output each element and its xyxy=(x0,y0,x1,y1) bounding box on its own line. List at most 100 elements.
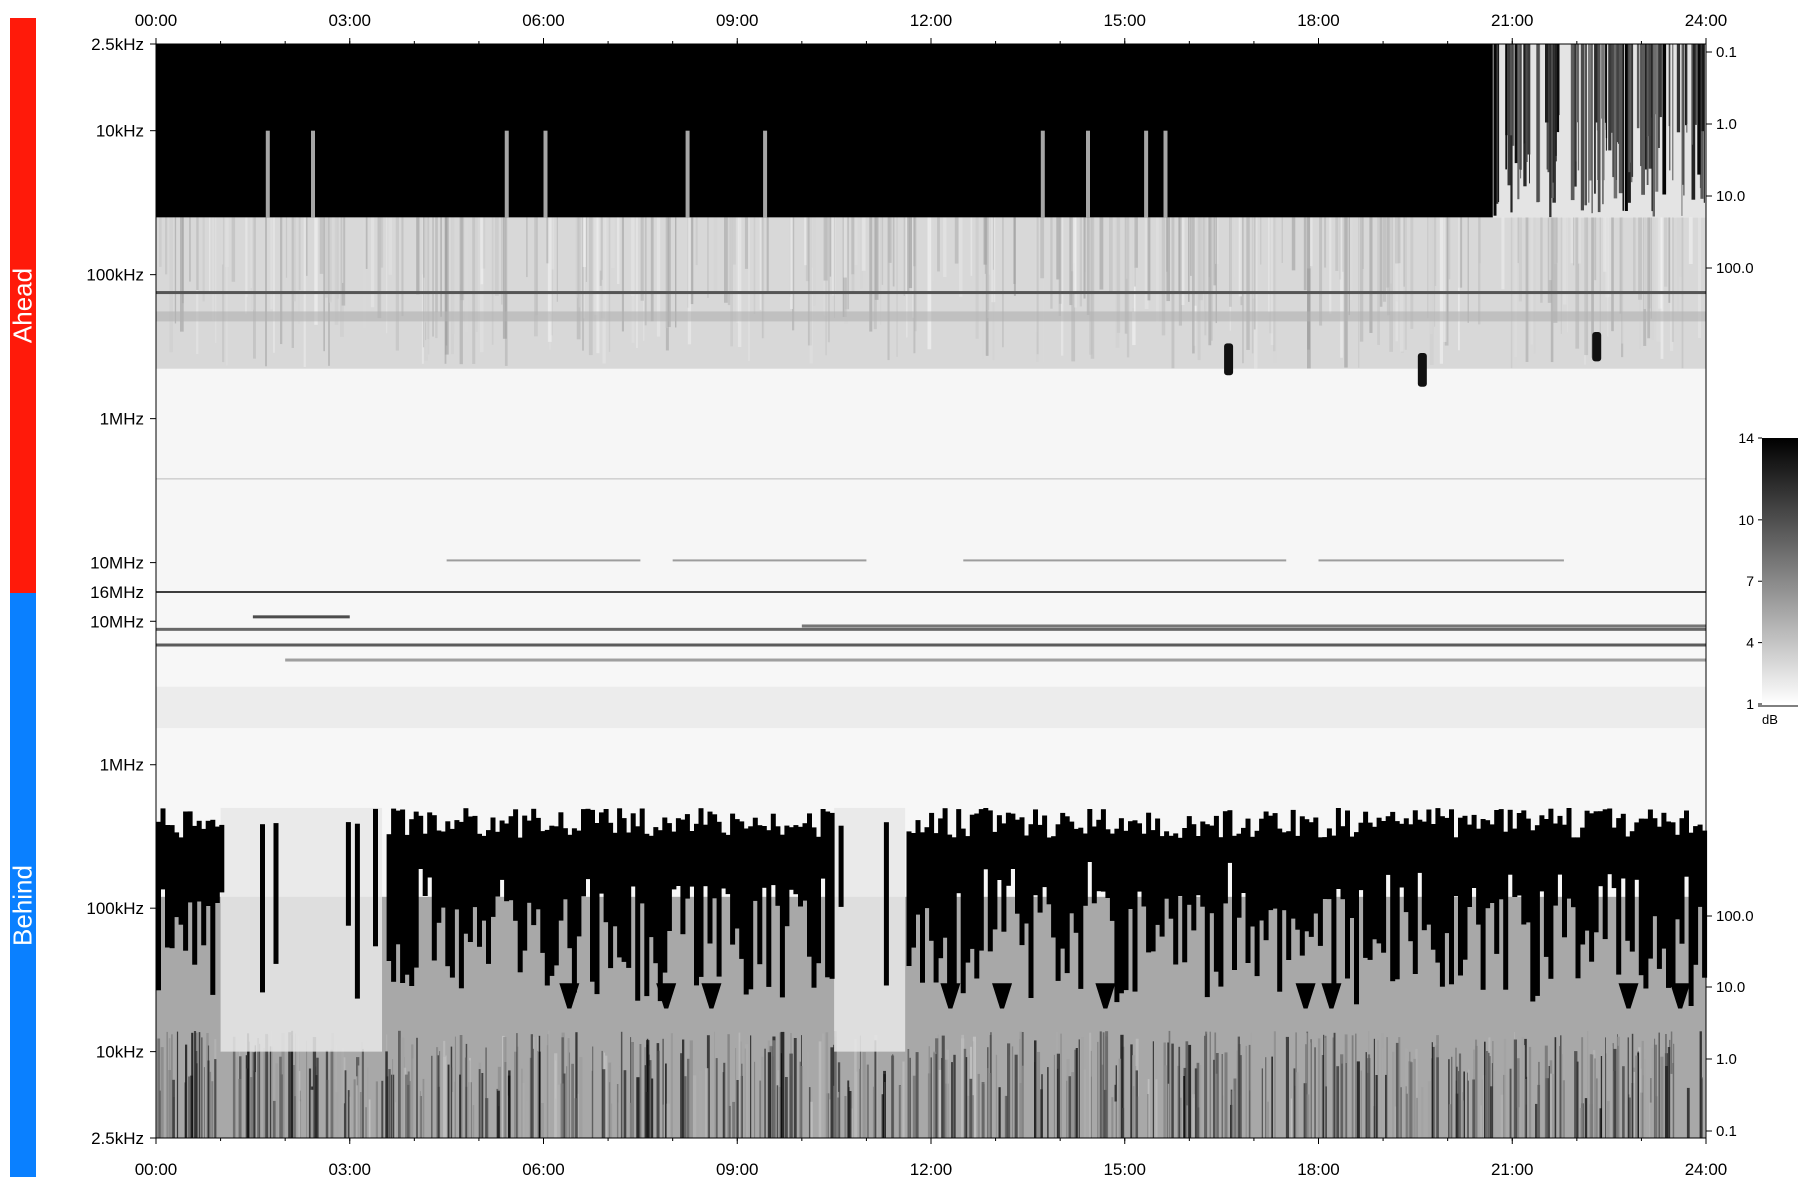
ahead-noise-streak xyxy=(1400,217,1404,352)
ahead-noise-streak xyxy=(432,217,434,337)
behind-lowfreq-streak xyxy=(744,1048,746,1138)
behind-lowfreq-streak xyxy=(411,1044,414,1138)
behind-lowfreq-streak xyxy=(850,1108,853,1138)
behind-activity-column xyxy=(1146,812,1152,953)
ahead-noise-streak xyxy=(1369,217,1373,333)
behind-activity-column xyxy=(400,809,406,983)
ahead-noise-streak xyxy=(874,217,879,300)
behind-lowfreq-streak xyxy=(738,1032,741,1138)
behind-activity-column xyxy=(1679,818,1685,944)
behind-lowfreq-streak xyxy=(1066,1059,1070,1138)
colorbar-unit-label: dB xyxy=(1762,712,1778,727)
behind-activity-column xyxy=(458,821,464,989)
ahead-noise-streak xyxy=(1310,217,1313,267)
ahead-noise-streak xyxy=(1577,217,1581,264)
ahead-striation xyxy=(1597,44,1601,213)
behind-lowfreq-streak xyxy=(1644,1058,1646,1138)
behind-lowfreq-streak xyxy=(1576,1061,1579,1138)
behind-activity-column xyxy=(630,813,636,887)
ahead-noise-streak xyxy=(1215,217,1217,324)
behind-lowfreq-streak xyxy=(571,1063,574,1138)
behind-lowfreq-streak xyxy=(1416,1097,1418,1138)
ahead-burst-0 xyxy=(1224,343,1234,376)
behind-lowfreq-streak xyxy=(1581,1037,1584,1138)
behind-activity-column xyxy=(1272,813,1278,909)
behind-activity-column xyxy=(1232,835,1237,970)
behind-lowfreq-streak xyxy=(623,1070,627,1138)
ahead-noise-streak xyxy=(451,217,455,335)
behind-lowfreq-streak xyxy=(772,1040,776,1138)
behind-activity-column xyxy=(1313,817,1319,914)
behind-lowfreq-streak xyxy=(677,1084,680,1138)
ahead-noise-streak xyxy=(724,217,728,303)
ahead-striation xyxy=(1507,44,1511,186)
behind-activity-column xyxy=(219,824,225,893)
ahead-noise-streak xyxy=(1134,217,1138,268)
behind-freq-tick-label: 10MHz xyxy=(90,612,144,631)
behind-lowfreq-streak xyxy=(1114,1101,1117,1138)
behind-lowfreq-streak xyxy=(1513,1039,1517,1138)
behind-activity-column xyxy=(1182,828,1188,963)
ahead-striation xyxy=(1505,44,1507,170)
ahead-noise-streak xyxy=(588,217,593,356)
behind-activity-column xyxy=(1494,810,1500,954)
behind-activity-column xyxy=(454,820,460,910)
behind-lowfreq-streak xyxy=(689,1040,693,1138)
behind-lowfreq-streak xyxy=(207,1045,210,1138)
behind-lowfreq-streak xyxy=(1083,1069,1086,1138)
behind-lowfreq-streak xyxy=(616,1084,619,1138)
ahead-noise-streak xyxy=(1518,217,1522,302)
behind-activity-column xyxy=(477,833,482,947)
behind-lowfreq-streak xyxy=(1136,1096,1139,1138)
behind-activity-column xyxy=(585,808,591,880)
ahead-noise-streak xyxy=(1563,217,1567,305)
behind-lowfreq-streak xyxy=(1552,1073,1555,1138)
behind-lowfreq-streak xyxy=(1323,1034,1325,1138)
behind-lowfreq-streak xyxy=(485,1047,487,1138)
behind-lowfreq-streak xyxy=(1180,1097,1182,1138)
behind-lowfreq-streak xyxy=(902,1061,905,1138)
ahead-noise-streak xyxy=(273,217,275,353)
behind-lowfreq-streak xyxy=(1233,1078,1237,1138)
behind-activity-column xyxy=(603,809,609,923)
ahead-noise-streak xyxy=(231,217,236,282)
behind-activity-column xyxy=(1073,828,1079,933)
behind-lowfreq-streak xyxy=(1164,1065,1168,1138)
ahead-noise-streak xyxy=(472,217,476,364)
behind-lowfreq-streak xyxy=(1236,1050,1239,1138)
colorbar-tick-label: 14 xyxy=(1738,430,1754,446)
behind-lowfreq-streak xyxy=(699,1070,703,1138)
behind-lowfreq-streak xyxy=(891,1055,895,1138)
behind-hf-line-0 xyxy=(156,627,1706,631)
ahead-striation xyxy=(1523,44,1526,144)
ahead-noise-streak xyxy=(1319,217,1323,326)
behind-lowfreq-streak xyxy=(1574,1051,1578,1138)
ahead-noise-streak xyxy=(825,217,827,356)
behind-activity-column xyxy=(1670,822,1676,987)
behind-lowfreq-streak xyxy=(1118,1058,1122,1138)
ahead-noise-streak xyxy=(377,217,382,319)
behind-activity-column xyxy=(571,828,577,993)
behind-activity-column xyxy=(1593,811,1599,933)
ahead-noise-streak xyxy=(827,217,830,343)
behind-lowfreq-streak xyxy=(793,1038,797,1138)
behind-activity-column xyxy=(1638,818,1644,976)
behind-activity-column xyxy=(1295,835,1301,930)
ahead-noise-streak xyxy=(1514,217,1518,357)
behind-lowfreq-streak xyxy=(767,1052,771,1138)
ahead-noise-streak xyxy=(582,217,586,267)
behind-lowfreq-streak xyxy=(478,1069,481,1138)
ahead-noise-streak xyxy=(943,217,947,278)
ahead-noise-streak xyxy=(1548,217,1552,281)
behind-activity-column xyxy=(978,809,984,951)
ahead-noise-streak xyxy=(1126,217,1130,358)
behind-lowfreq-streak xyxy=(368,1099,371,1138)
ahead-noise-streak xyxy=(656,217,661,337)
top-time-tick-label: 21:00 xyxy=(1491,11,1534,30)
behind-lowfreq-streak xyxy=(343,1057,346,1138)
behind-activity-column xyxy=(1114,828,1120,1003)
behind-lowfreq-streak xyxy=(898,1085,901,1138)
ahead-freq-tick-label: 10MHz xyxy=(90,554,144,573)
ahead-freq-tick-label: 10kHz xyxy=(96,122,144,141)
ahead-noise-streak xyxy=(1329,217,1332,314)
